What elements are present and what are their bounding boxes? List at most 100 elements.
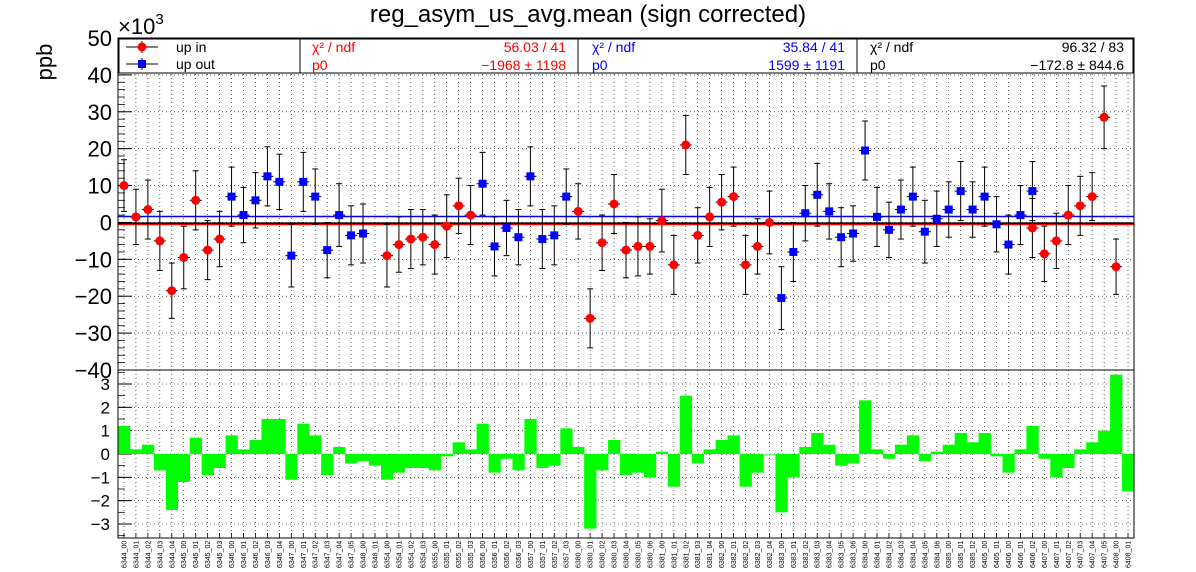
- x-tick-label: 6346_04: [277, 541, 284, 568]
- residual-bar: [703, 449, 716, 454]
- data-point: [631, 216, 644, 277]
- data-point: [249, 172, 262, 229]
- residual-bar: [165, 454, 179, 510]
- x-tick-label: 6345_01: [193, 541, 200, 568]
- data-point: [1050, 212, 1063, 270]
- residual-tick-label: −1: [91, 468, 110, 487]
- data-point: [273, 153, 286, 211]
- x-tick-label: 6384_03: [898, 541, 905, 568]
- x-tick-label: 6347_02: [313, 541, 320, 568]
- data-point: [620, 221, 632, 279]
- residual-bar: [1026, 426, 1039, 454]
- residual-bar: [918, 454, 932, 461]
- data-point: [237, 186, 250, 244]
- residual-bar: [1098, 430, 1111, 454]
- residual-bar: [799, 447, 812, 454]
- y-tick-label: −30: [75, 321, 112, 346]
- x-tick-label: 6406_02: [1030, 541, 1037, 568]
- residual-bar: [261, 419, 274, 454]
- data-point: [655, 188, 668, 253]
- x-tick-labels: 6344_00 6344_01 6344_02 6344_03 6344_04 6345_…: [121, 541, 1132, 568]
- x-tick-label: 6346_02: [253, 541, 260, 568]
- x-tick-label: 6380_04: [624, 541, 631, 568]
- data-point: [859, 120, 872, 181]
- data-point: [751, 218, 764, 275]
- data-point: [333, 183, 346, 247]
- data-point: [1110, 238, 1123, 295]
- x-tick-label: 6382_01: [731, 541, 738, 568]
- residual-tick-label: 0: [101, 445, 110, 464]
- residual-bar: [835, 454, 848, 466]
- residual-bar: [631, 454, 645, 473]
- residual-bar: [966, 442, 979, 454]
- residual-bar: [882, 454, 896, 459]
- x-tick-label: 6354_00: [384, 541, 391, 568]
- residual-bar: [321, 454, 334, 475]
- data-points: [118, 85, 1123, 349]
- fit-all-p0-value: −172.8 ± 844.6: [1030, 57, 1124, 73]
- x-tick-label: 6345_02: [205, 541, 212, 568]
- x-tick-label: 6382_00: [719, 541, 726, 568]
- x-tick-label: 6380_05: [635, 541, 642, 568]
- data-point: [787, 221, 800, 282]
- y-axis-label: ppb: [32, 44, 57, 81]
- residual-bar: [871, 449, 884, 454]
- data-point: [763, 190, 776, 255]
- data-point: [213, 210, 226, 268]
- data-point: [835, 207, 848, 268]
- y-tick-label: 20: [88, 137, 112, 162]
- data-point: [464, 185, 477, 246]
- x-tick-label: 6383_00: [779, 541, 786, 568]
- data-point: [153, 210, 166, 271]
- residual-tick-label: 3: [101, 375, 110, 394]
- data-point: [500, 199, 513, 257]
- residual-bar: [906, 435, 920, 454]
- residual-bar: [416, 454, 430, 468]
- x-tick-label: 6355_01: [444, 541, 451, 568]
- data-point: [416, 209, 429, 266]
- x-tick-label: 6380_00: [576, 541, 583, 568]
- residual-tick-label: 1: [101, 422, 110, 441]
- data-point: [141, 179, 154, 240]
- x-tick-label: 6346_00: [229, 541, 236, 568]
- fit-in-p0-label: p0: [312, 57, 328, 73]
- fit-out-chi2-label: χ² / ndf: [592, 39, 635, 55]
- data-point: [165, 262, 178, 319]
- x-tick-label: 6348_01: [372, 541, 379, 568]
- residual-bar: [1002, 454, 1015, 473]
- residual-bar: [273, 419, 286, 454]
- residual-bar: [1014, 449, 1027, 454]
- chart-title: reg_asym_us_avg.mean (sign corrected): [370, 1, 806, 28]
- residual-bar: [930, 451, 944, 454]
- y-tick-label: −10: [75, 247, 112, 272]
- x-tick-label: 6357_01: [540, 541, 547, 568]
- data-point: [201, 220, 214, 281]
- residual-bar: [249, 440, 262, 454]
- legend-label-up-in: up in: [176, 39, 206, 55]
- residual-bar: [823, 444, 836, 454]
- top-panel-frame: [117, 37, 1135, 371]
- x-tick-label: 6383_05: [839, 541, 846, 568]
- data-point: [739, 234, 752, 295]
- data-point: [775, 266, 788, 330]
- y-multiplier: ×103: [118, 11, 164, 39]
- x-tick-label: 6383_01: [791, 541, 798, 568]
- data-point: [512, 209, 525, 266]
- x-tick-label: 6347_00: [289, 541, 296, 568]
- residual-bar: [978, 433, 991, 454]
- residual-bar: [775, 454, 788, 513]
- y-tick-label: 40: [88, 63, 112, 88]
- data-point: [715, 173, 728, 231]
- data-point: [906, 166, 919, 227]
- data-point: [679, 114, 692, 175]
- data-point: [548, 205, 561, 266]
- x-tick-label: 6380_06: [647, 541, 654, 568]
- residual-bar: [1038, 454, 1051, 459]
- legend-label-up-out: up out: [176, 56, 215, 72]
- data-point: [930, 190, 943, 247]
- residual-bar: [177, 454, 191, 482]
- x-tick-label: 6357_03: [564, 541, 571, 568]
- residual-bar: [1050, 454, 1063, 478]
- residual-bar: [201, 454, 214, 475]
- residual-bar: [452, 442, 465, 454]
